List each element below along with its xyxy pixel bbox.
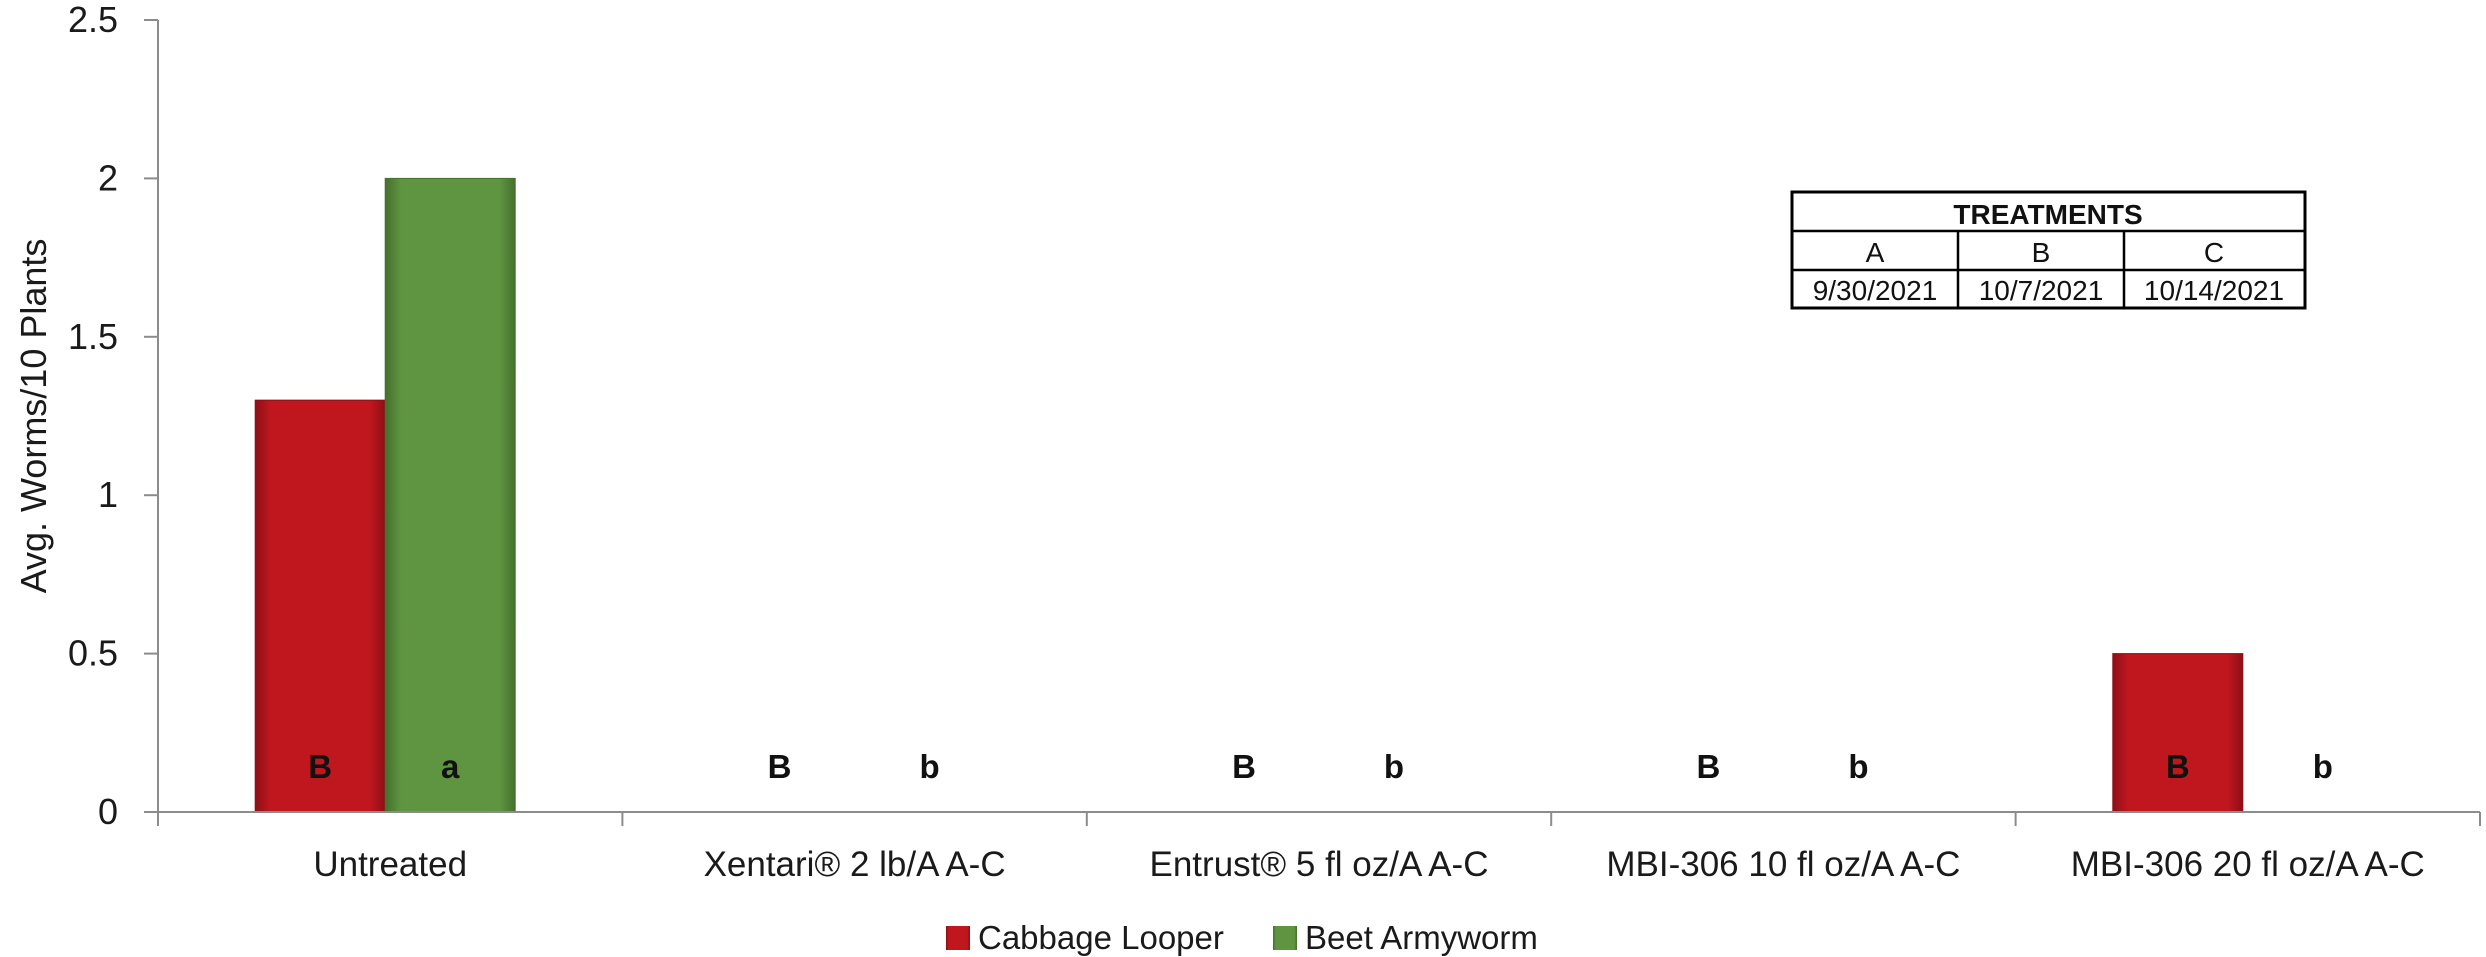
significance-letter-cabbage-looper: B bbox=[768, 748, 792, 785]
x-tick-label: MBI-306 10 fl oz/A A-C bbox=[1606, 845, 1960, 884]
legend: Cabbage Looper Beet Armyworm bbox=[946, 919, 1538, 956]
y-axis-title: Avg. Worms/10 Plants bbox=[13, 239, 54, 594]
x-tick-label: Xentari® 2 lb/A A-C bbox=[704, 845, 1006, 884]
significance-letter-beet-armyworm: b bbox=[920, 748, 940, 785]
bar-beet-armyworm bbox=[384, 177, 516, 813]
treatment-c-date: 10/14/2021 bbox=[2144, 275, 2284, 306]
legend-swatch-beet-armyworm bbox=[1273, 926, 1297, 950]
significance-letter-beet-armyworm: b bbox=[1384, 748, 1404, 785]
treatment-b-header: B bbox=[2032, 237, 2051, 268]
significance-letter-beet-armyworm: b bbox=[1848, 748, 1868, 785]
y-tick-label: 0.5 bbox=[68, 633, 118, 674]
bars bbox=[254, 177, 2244, 813]
y-tick-label: 0 bbox=[98, 791, 118, 832]
x-axis-category-labels: Untreated Xentari® 2 lb/A A-C Entrust® 5 f… bbox=[313, 845, 2424, 884]
legend-label-beet-armyworm: Beet Armyworm bbox=[1305, 919, 1538, 956]
significance-letter-cabbage-looper: B bbox=[1696, 748, 1720, 785]
treatment-b-date: 10/7/2021 bbox=[1979, 275, 2104, 306]
treatment-a-date: 9/30/2021 bbox=[1813, 275, 1938, 306]
treatments-title: TREATMENTS bbox=[1953, 199, 2142, 230]
legend-item-cabbage-looper: Cabbage Looper bbox=[946, 919, 1224, 956]
x-axis-ticks bbox=[157, 812, 2481, 826]
x-tick-label: Entrust® 5 fl oz/A A-C bbox=[1150, 845, 1489, 884]
treatments-table: TREATMENTS A B C 9/30/2021 10/7/2021 10/… bbox=[1790, 190, 2307, 310]
bar-cabbage-looper bbox=[254, 399, 386, 813]
y-tick-label: 2 bbox=[98, 157, 118, 198]
legend-swatch-cabbage-looper bbox=[946, 926, 970, 950]
y-tick-label: 1 bbox=[98, 474, 118, 515]
x-tick-label: Untreated bbox=[313, 845, 467, 884]
x-tick-label: MBI-306 20 fl oz/A A-C bbox=[2071, 845, 2425, 884]
y-axis-ticks: 0 0.5 1 1.5 2 2.5 bbox=[68, 0, 158, 832]
significance-letter-cabbage-looper: B bbox=[308, 748, 332, 785]
legend-item-beet-armyworm: Beet Armyworm bbox=[1273, 919, 1538, 956]
treatment-c-header: C bbox=[2204, 237, 2224, 268]
significance-letter-beet-armyworm: b bbox=[2313, 748, 2333, 785]
treatment-a-header: A bbox=[1866, 237, 1885, 268]
legend-label-cabbage-looper: Cabbage Looper bbox=[978, 919, 1224, 956]
significance-letter-cabbage-looper: B bbox=[2166, 748, 2190, 785]
significance-letter-cabbage-looper: B bbox=[1232, 748, 1256, 785]
bar-cabbage-looper bbox=[2112, 653, 2244, 813]
significance-letters: B B B B Ba b b b b bbox=[308, 748, 2333, 785]
significance-letter-beet-armyworm: a bbox=[441, 748, 460, 785]
y-tick-label: 1.5 bbox=[68, 316, 118, 357]
y-tick-label: 2.5 bbox=[68, 0, 118, 40]
